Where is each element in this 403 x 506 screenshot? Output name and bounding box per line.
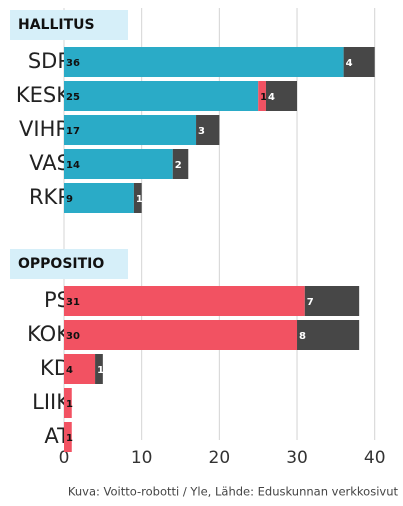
value-label: 1 <box>66 433 73 444</box>
bar-segment <box>304 286 360 316</box>
bar-segment <box>172 149 189 179</box>
x-tick-label: 0 <box>59 448 70 468</box>
x-tick-label: 40 <box>364 448 386 468</box>
bar-segment <box>265 81 298 111</box>
bar-segment <box>64 320 298 350</box>
bar-segment <box>95 354 103 384</box>
group-header: OPPOSITIO <box>18 256 104 272</box>
bar-segment <box>64 388 72 418</box>
value-label: 4 <box>346 58 353 69</box>
x-tick-label: 30 <box>286 448 308 468</box>
value-label: 14 <box>66 160 80 171</box>
bar-segment <box>196 115 220 145</box>
bar-segment <box>64 115 197 145</box>
value-label: 25 <box>66 92 80 103</box>
value-label: 9 <box>66 194 73 205</box>
value-label: 4 <box>268 92 275 103</box>
group-header: HALLITUS <box>18 17 95 33</box>
value-label: 17 <box>66 126 80 137</box>
x-tick-label: 20 <box>209 448 231 468</box>
value-label: 36 <box>66 58 80 69</box>
category-label: VAS <box>29 151 70 175</box>
value-label: 30 <box>66 331 80 342</box>
bar-segment <box>297 320 360 350</box>
value-label: 1 <box>66 399 73 410</box>
bar-segment <box>64 81 259 111</box>
value-label: 1 <box>97 365 104 376</box>
value-label: 1 <box>136 194 143 205</box>
x-tick-label: 10 <box>131 448 153 468</box>
value-label: 31 <box>66 297 80 308</box>
category-label: SDP <box>28 49 70 73</box>
category-label: RKP <box>29 185 70 209</box>
category-label: VIHR <box>19 117 70 141</box>
value-label: 4 <box>66 365 73 376</box>
bar-segment <box>64 183 134 213</box>
category-label: KOK <box>27 322 71 346</box>
bar-segment <box>343 47 375 77</box>
bar-segment <box>64 286 305 316</box>
category-label: KESK <box>16 83 71 107</box>
bar-segment <box>64 149 173 179</box>
bar-segment <box>64 422 72 452</box>
bar-segment <box>133 183 142 213</box>
value-label: 8 <box>299 331 306 342</box>
bar-segment <box>64 47 344 77</box>
value-label: 2 <box>175 160 182 171</box>
caption: Kuva: Voitto-robotti / Yle, Lähde: Edusk… <box>68 485 399 499</box>
bar-segment <box>258 81 266 111</box>
value-label: 3 <box>198 126 205 137</box>
value-label: 7 <box>307 297 314 308</box>
bar-segment <box>64 354 96 384</box>
group-header-bg <box>10 10 128 40</box>
value-label: 1 <box>260 92 267 103</box>
group-header-bg <box>10 249 128 279</box>
